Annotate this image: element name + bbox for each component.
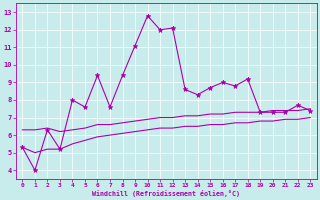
X-axis label: Windchill (Refroidissement éolien,°C): Windchill (Refroidissement éolien,°C) [92, 190, 240, 197]
